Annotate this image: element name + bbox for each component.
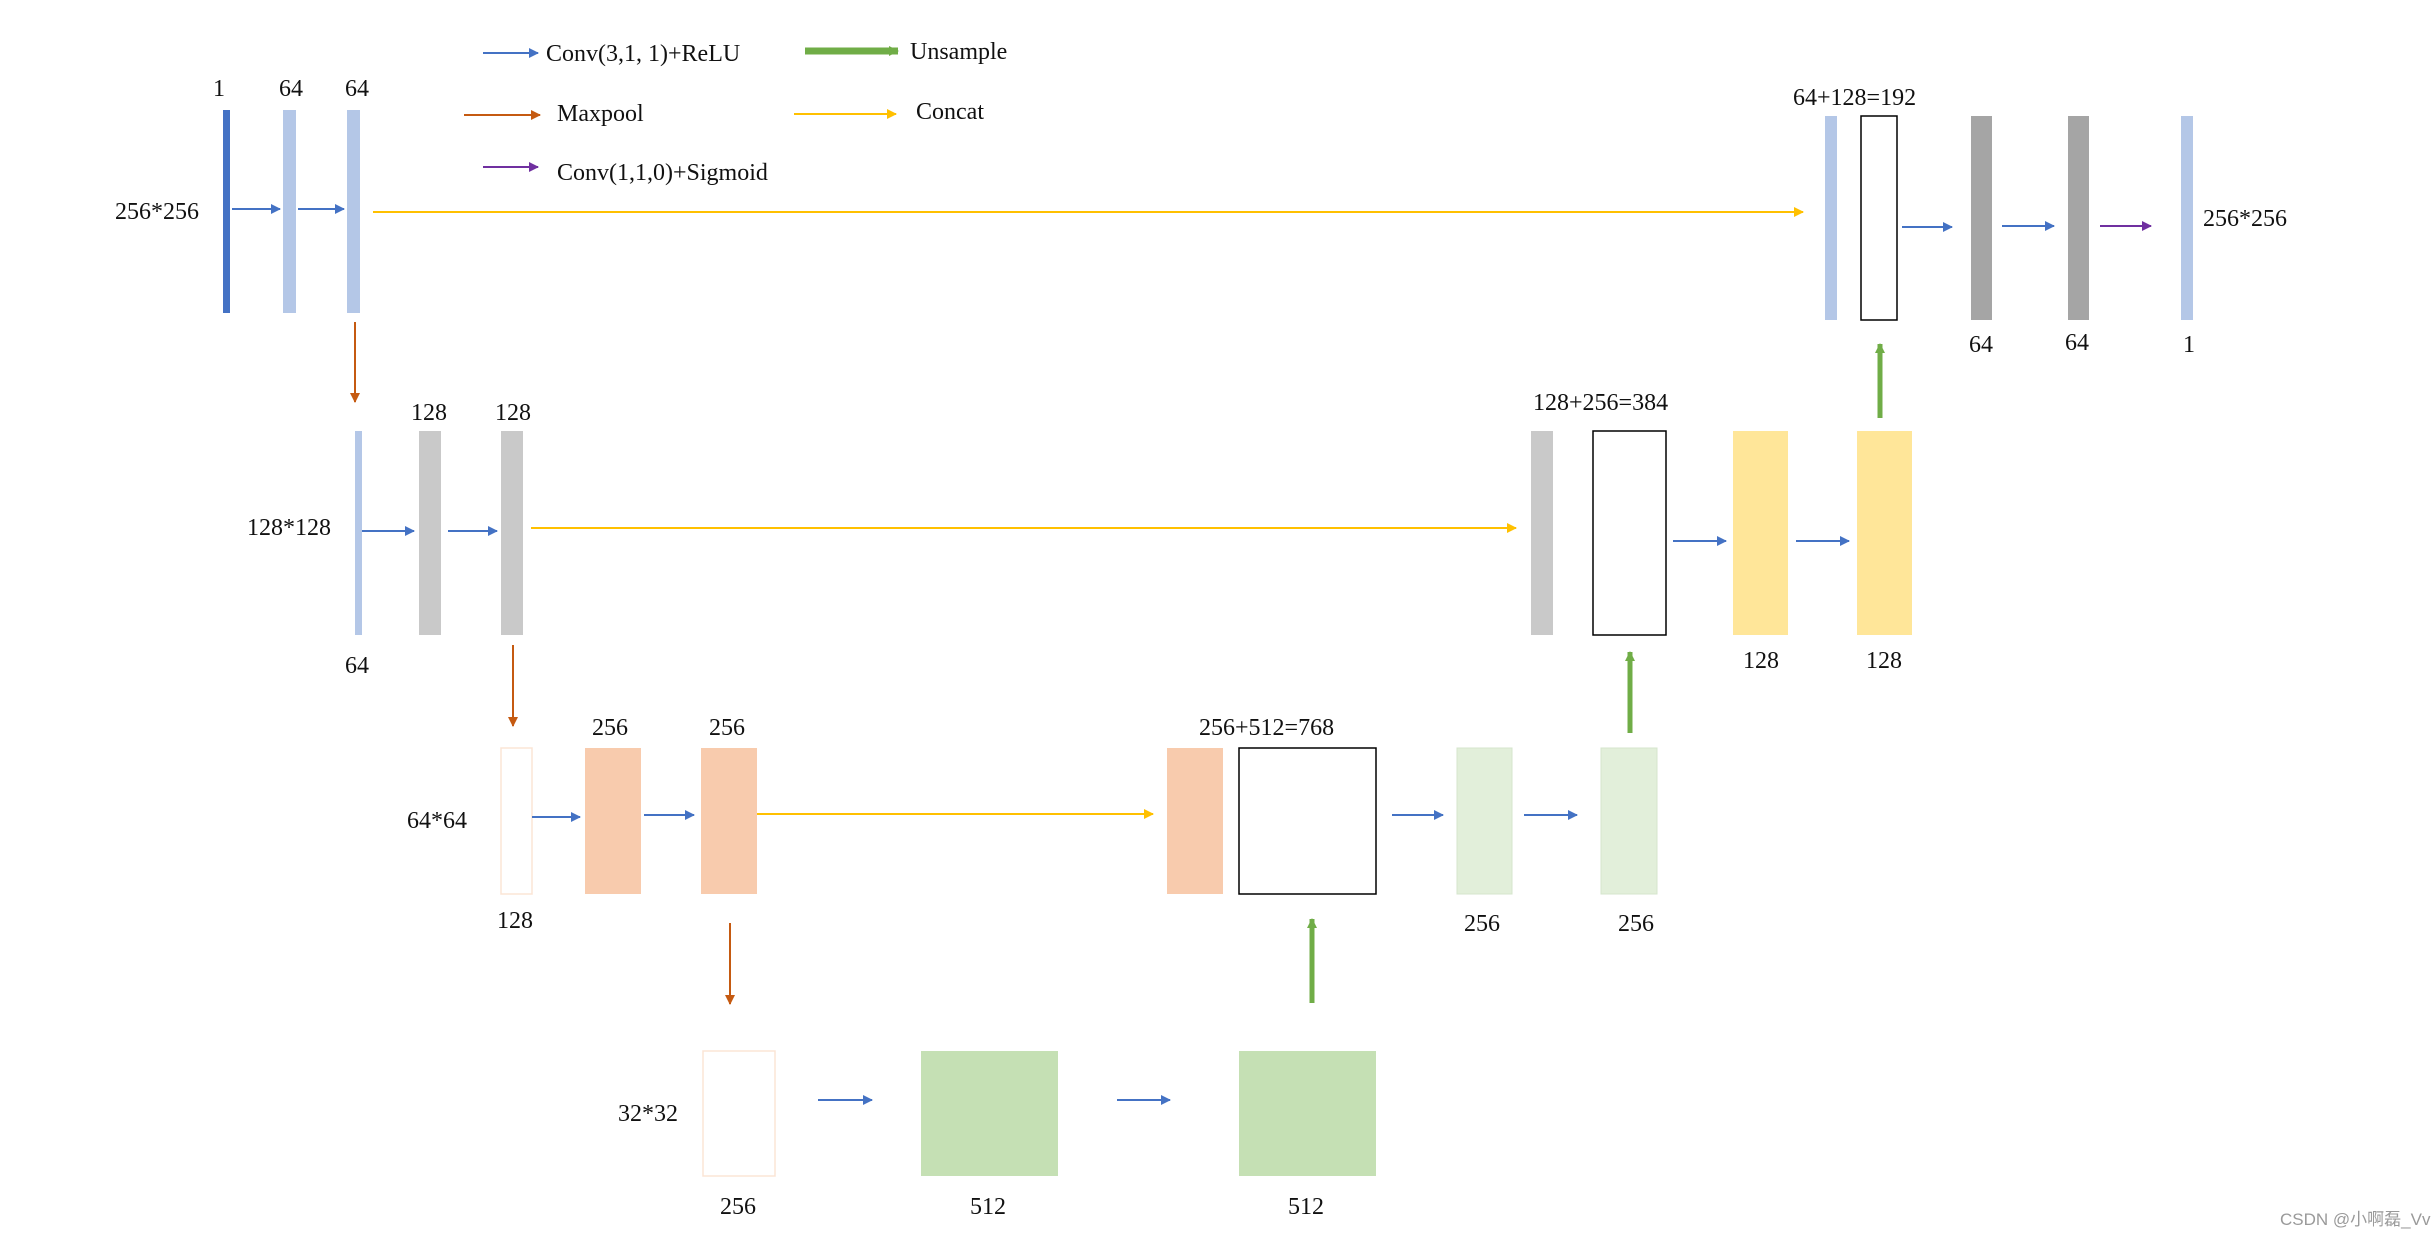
level1-concat-label: 64+128=192 (1793, 85, 1916, 111)
level3-enc-bar-1 (585, 748, 641, 894)
level2-size-label: 128*128 (247, 515, 331, 541)
level1-output-size-label: 256*256 (2203, 206, 2287, 232)
level4-block1-channel-label: 512 (970, 1194, 1006, 1220)
level4-bottleneck: 32*32 256 512 512 (618, 918, 1376, 1220)
level2-input-bar (355, 431, 362, 635)
level2-dec-bar-1 (1733, 431, 1788, 635)
level2-encoder: 128*128 128 128 64 (247, 400, 1517, 727)
level1-output-channel-label: 1 (2183, 332, 2195, 358)
level1-enc2-channel-label: 64 (345, 76, 369, 102)
level3-skip-bar (1167, 748, 1223, 894)
level1-upsampled-block (1860, 115, 1898, 321)
level1-input-bar (223, 110, 230, 313)
level1-input-channel-label: 1 (213, 76, 225, 102)
level3-dec1-channel-label: 256 (1464, 911, 1500, 937)
level4-block-1 (921, 1051, 1058, 1176)
level1-size-label: 256*256 (115, 199, 199, 225)
level1-enc-bar-1 (283, 110, 296, 313)
level2-upsampled-block (1592, 430, 1667, 636)
legend-conv-label: Conv(3,1, 1)+ReLU (546, 41, 740, 67)
level3-size-label: 64*64 (407, 808, 467, 834)
level3-dec-bar-2 (1600, 747, 1658, 895)
level2-enc-bar-1 (419, 431, 441, 635)
level3-upsampled-block (1238, 747, 1377, 895)
level1-encoder: 256*256 1 64 64 (115, 76, 1804, 403)
level2-skip-bar (1531, 431, 1553, 635)
level2-enc2-channel-label: 128 (495, 400, 531, 426)
level2-input-channel-label: 64 (345, 653, 369, 679)
level2-dec-bar-2 (1857, 431, 1912, 635)
level3-concat-label: 256+512=768 (1199, 715, 1334, 741)
level4-input-block (702, 1050, 776, 1177)
level1-output-bar (2181, 116, 2193, 320)
level1-enc-bar-2 (347, 110, 360, 313)
level4-block-2 (1239, 1051, 1376, 1176)
level3-input-bar (500, 747, 533, 895)
legend-upsample-label: Unsample (910, 39, 1007, 65)
level3-input-channel-label: 128 (497, 908, 533, 934)
level2-dec2-channel-label: 128 (1866, 648, 1902, 674)
level1-dec-bar-2 (2068, 116, 2089, 320)
level1-dec-bar-1 (1971, 116, 1992, 320)
level2-dec1-channel-label: 128 (1743, 648, 1779, 674)
level4-block2-channel-label: 512 (1288, 1194, 1324, 1220)
level2-decoder: 128+256=384 128 128 (1531, 343, 1912, 674)
level3-decoder: 256+512=768 256 256 (1167, 651, 1658, 937)
level1-dec1-channel-label: 64 (1969, 332, 1993, 358)
watermark: CSDN @小啊磊_Vv (2280, 1210, 2431, 1229)
level3-dec2-channel-label: 256 (1618, 911, 1654, 937)
level3-enc2-channel-label: 256 (709, 715, 745, 741)
legend-final-conv-label: Conv(1,1,0)+Sigmoid (557, 160, 768, 186)
level2-concat-label: 128+256=384 (1533, 390, 1668, 416)
level1-dec2-channel-label: 64 (2065, 330, 2089, 356)
level4-size-label: 32*32 (618, 1101, 678, 1127)
level1-enc1-channel-label: 64 (279, 76, 303, 102)
legend-maxpool-label: Maxpool (557, 101, 644, 127)
legend-concat-label: Concat (916, 99, 984, 125)
level3-enc1-channel-label: 256 (592, 715, 628, 741)
level4-input-channel-label: 256 (720, 1194, 756, 1220)
level1-decoder: 64+128=192 64 64 1 256*256 (1793, 85, 2287, 358)
level2-enc1-channel-label: 128 (411, 400, 447, 426)
level3-encoder: 64*64 256 256 128 (407, 715, 1154, 1005)
legend: Conv(3,1, 1)+ReLU Unsample Maxpool Conca… (464, 39, 1007, 186)
level3-enc-bar-2 (701, 748, 757, 894)
level2-enc-bar-2 (501, 431, 523, 635)
level1-skip-bar (1825, 116, 1837, 320)
level3-dec-bar-1 (1456, 747, 1513, 895)
